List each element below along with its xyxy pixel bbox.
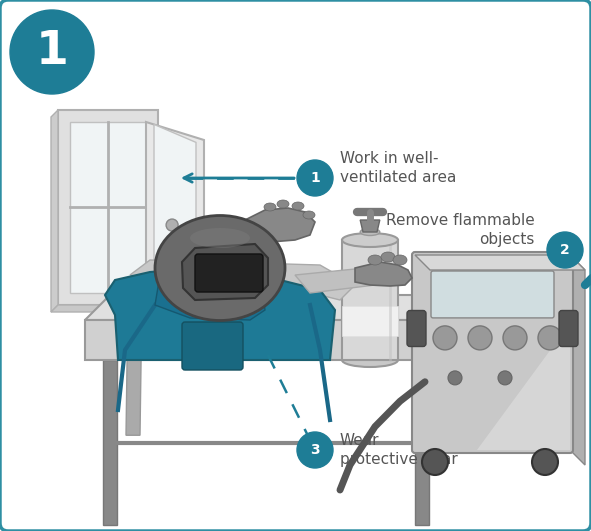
Circle shape xyxy=(532,449,558,475)
Ellipse shape xyxy=(393,255,407,265)
FancyBboxPatch shape xyxy=(431,271,554,318)
Polygon shape xyxy=(342,306,398,336)
Polygon shape xyxy=(126,295,142,435)
Ellipse shape xyxy=(155,216,285,321)
FancyBboxPatch shape xyxy=(407,311,426,347)
Polygon shape xyxy=(570,255,585,465)
Circle shape xyxy=(433,326,457,350)
Text: Remove flammable
objects: Remove flammable objects xyxy=(387,212,535,247)
Ellipse shape xyxy=(381,252,395,262)
Circle shape xyxy=(10,10,94,94)
Circle shape xyxy=(297,160,333,196)
FancyBboxPatch shape xyxy=(559,311,578,347)
Text: 3: 3 xyxy=(310,443,320,457)
FancyBboxPatch shape xyxy=(182,322,243,370)
Circle shape xyxy=(547,232,583,268)
Polygon shape xyxy=(155,275,265,320)
Ellipse shape xyxy=(277,200,289,208)
Text: Wear
protective gear: Wear protective gear xyxy=(340,433,458,467)
Polygon shape xyxy=(477,323,570,450)
Polygon shape xyxy=(154,124,196,309)
Circle shape xyxy=(448,371,462,385)
Polygon shape xyxy=(355,262,412,286)
Text: 2: 2 xyxy=(560,243,570,257)
Polygon shape xyxy=(342,240,398,360)
Polygon shape xyxy=(175,230,260,280)
Polygon shape xyxy=(103,360,117,525)
Circle shape xyxy=(503,326,527,350)
Ellipse shape xyxy=(360,228,380,236)
Polygon shape xyxy=(146,122,204,311)
Polygon shape xyxy=(295,268,375,293)
Circle shape xyxy=(422,449,448,475)
Ellipse shape xyxy=(342,233,398,247)
Circle shape xyxy=(538,326,562,350)
FancyBboxPatch shape xyxy=(412,252,573,453)
Circle shape xyxy=(498,371,512,385)
Polygon shape xyxy=(130,260,355,300)
Ellipse shape xyxy=(264,203,276,211)
Text: 1: 1 xyxy=(310,171,320,185)
Polygon shape xyxy=(360,220,380,232)
Polygon shape xyxy=(85,295,470,320)
Ellipse shape xyxy=(368,255,382,265)
Polygon shape xyxy=(85,320,445,360)
Polygon shape xyxy=(105,268,335,360)
Polygon shape xyxy=(182,244,268,300)
Circle shape xyxy=(297,432,333,468)
Polygon shape xyxy=(245,208,315,242)
Polygon shape xyxy=(51,110,58,312)
Polygon shape xyxy=(438,295,454,435)
Polygon shape xyxy=(70,122,146,293)
Polygon shape xyxy=(58,110,158,305)
Polygon shape xyxy=(415,360,429,525)
Circle shape xyxy=(468,326,492,350)
Ellipse shape xyxy=(292,202,304,210)
Text: 1: 1 xyxy=(35,30,69,74)
FancyBboxPatch shape xyxy=(195,254,263,292)
Text: Work in well-
ventilated area: Work in well- ventilated area xyxy=(340,151,456,185)
Polygon shape xyxy=(445,295,470,360)
Ellipse shape xyxy=(303,211,315,219)
Polygon shape xyxy=(415,255,585,270)
Ellipse shape xyxy=(342,353,398,367)
Ellipse shape xyxy=(190,228,250,248)
Polygon shape xyxy=(51,305,158,312)
Circle shape xyxy=(166,219,178,231)
